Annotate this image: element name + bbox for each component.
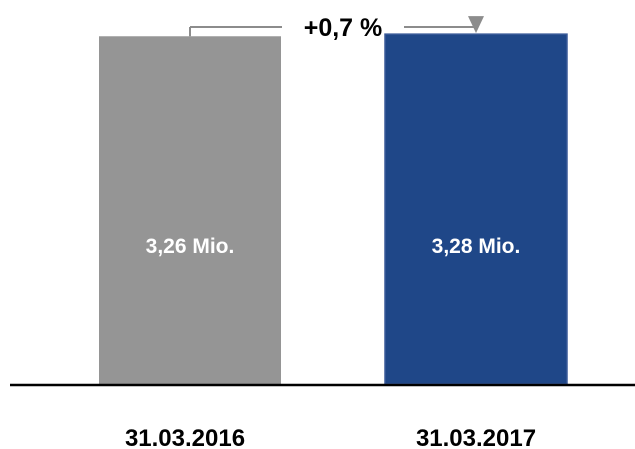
bars-group	[99, 33, 568, 385]
bar-31.03.2017	[384, 33, 568, 385]
bar-31.03.2016	[99, 36, 281, 385]
change-connector	[189, 16, 484, 37]
x-tick-label: 31.03.2017	[416, 425, 536, 449]
bar-value-label: 3,28 Mio.	[432, 235, 521, 258]
change-annotation-label: +0,7 %	[304, 14, 383, 42]
x-tick-label: 31.03.2016	[125, 425, 245, 449]
arrow-head-icon	[468, 16, 484, 34]
bar-value-label: 3,26 Mio.	[146, 235, 235, 258]
labels-group: 3,26 Mio. 31.03.2016 3,28 Mio. 31.03.2017	[125, 235, 536, 449]
